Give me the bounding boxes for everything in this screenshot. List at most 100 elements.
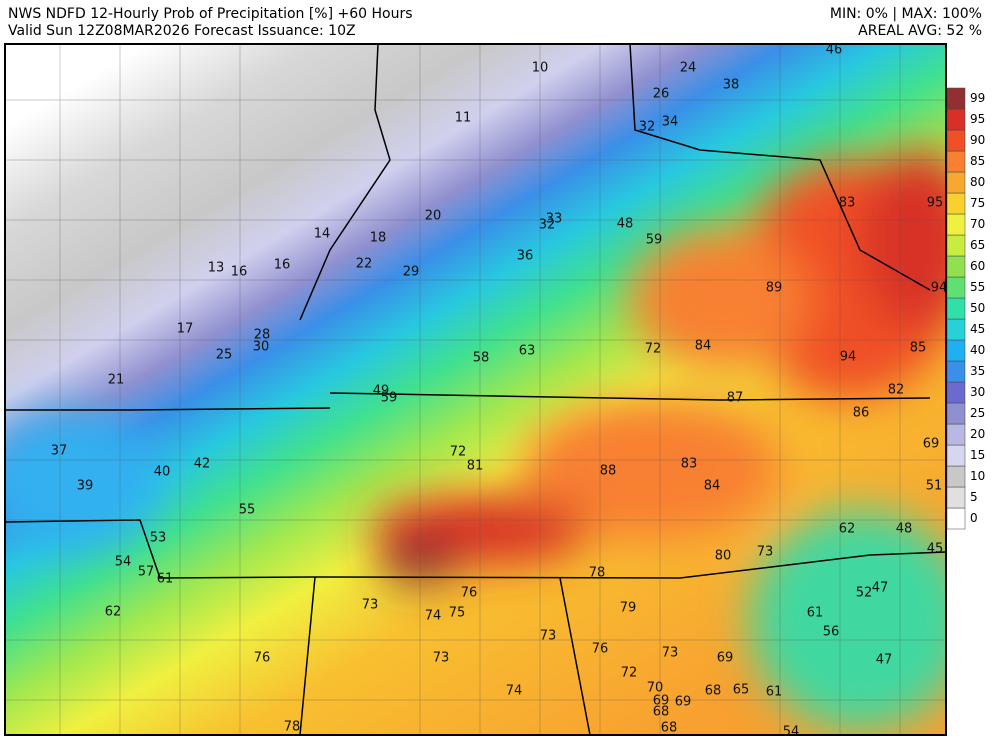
point-value: 30 [253, 340, 270, 355]
point-value: 32 [639, 120, 656, 135]
colorbar-swatch [946, 444, 966, 467]
point-value: 48 [617, 217, 634, 232]
point-value: 78 [589, 566, 606, 581]
colorbar-label: 25 [970, 406, 985, 420]
point-value: 34 [662, 115, 679, 130]
point-value: 69 [923, 437, 940, 452]
point-value: 68 [661, 721, 678, 736]
point-value: 82 [888, 383, 905, 398]
colorbar-label: 75 [970, 196, 985, 210]
colorbar-swatch [946, 360, 966, 383]
point-value: 37 [51, 444, 68, 459]
point-value: 33 [546, 212, 563, 227]
point-value: 51 [926, 479, 943, 494]
colorbar-label: 35 [970, 364, 985, 378]
point-value: 73 [362, 598, 379, 613]
point-value: 17 [177, 322, 194, 337]
point-value: 18 [370, 231, 387, 246]
colorbar-swatch [946, 297, 966, 320]
point-value: 46 [826, 43, 843, 58]
colorbar-label: 20 [970, 427, 985, 441]
colorbar-swatch [946, 108, 966, 131]
colorbar-swatch [946, 276, 966, 299]
colorbar-label: 80 [970, 175, 985, 189]
point-value: 47 [872, 581, 889, 596]
point-value: 54 [115, 555, 132, 570]
point-value: 52 [856, 586, 873, 601]
point-value: 84 [695, 339, 712, 354]
point-value: 13 [208, 261, 225, 276]
point-value: 88 [600, 464, 617, 479]
point-value: 16 [231, 265, 248, 280]
point-value: 49 [373, 384, 390, 399]
point-value: 22 [356, 257, 373, 272]
point-value: 61 [157, 572, 174, 587]
colorbar-swatch [946, 255, 966, 278]
point-value: 81 [467, 459, 484, 474]
point-value: 42 [194, 457, 211, 472]
point-value: 72 [645, 342, 662, 357]
point-value: 56 [823, 625, 840, 640]
point-value: 69 [717, 651, 734, 666]
point-value: 26 [653, 87, 670, 102]
point-value: 80 [715, 549, 732, 564]
point-value: 11 [455, 111, 472, 126]
point-value: 53 [150, 531, 167, 546]
colorbar-label: 55 [970, 280, 985, 294]
areal-avg: AREAL AVG: 52 % [858, 23, 982, 39]
point-value: 87 [727, 391, 744, 406]
point-value: 16 [274, 258, 291, 273]
colorbar-label: 5 [970, 490, 978, 504]
colorbar-swatch [946, 465, 966, 488]
minmax: MIN: 0% | MAX: 100% [830, 6, 982, 22]
point-value: 61 [766, 685, 783, 700]
colorbar-swatch [946, 423, 966, 446]
point-value: 25 [216, 348, 233, 363]
point-value: 32 [539, 218, 556, 233]
colorbar-label: 85 [970, 154, 985, 168]
point-value: 62 [105, 605, 122, 620]
point-value: 83 [681, 457, 698, 472]
colorbar-label: 95 [970, 112, 985, 126]
point-value: 76 [461, 586, 478, 601]
colorbar-label: 40 [970, 343, 985, 357]
point-value: 45 [927, 542, 944, 557]
colorbar-swatch [946, 150, 966, 173]
point-value: 14 [314, 227, 331, 242]
colorbar-swatch [946, 318, 966, 341]
colorbar-swatch [946, 87, 966, 110]
point-value: 73 [433, 651, 450, 666]
colorbar: 0 5 10 15 20 25 30 35 40 45 50 55 60 65 70 75 80 85 90 95 99 [946, 87, 985, 530]
point-value: 79 [620, 601, 637, 616]
colorbar-swatch [946, 171, 966, 194]
point-value: 62 [839, 522, 856, 537]
point-value: 40 [154, 465, 171, 480]
point-value: 39 [77, 479, 94, 494]
point-value: 86 [853, 406, 870, 421]
point-value: 59 [381, 391, 398, 406]
point-value: 72 [621, 666, 638, 681]
colorbar-label: 90 [970, 133, 985, 147]
colorbar-swatch [946, 234, 966, 257]
colorbar-swatch [946, 507, 966, 530]
point-value: 65 [733, 683, 750, 698]
point-value: 20 [425, 209, 442, 224]
point-value: 28 [254, 328, 271, 343]
colorbar-label: 50 [970, 301, 985, 315]
point-value: 74 [506, 684, 523, 699]
point-value: 89 [766, 281, 783, 296]
colorbar-label: 45 [970, 322, 985, 336]
point-value: 57 [138, 565, 155, 580]
colorbar-swatch [946, 486, 966, 509]
point-value: 61 [807, 606, 824, 621]
point-value: 74 [425, 609, 442, 624]
point-value: 85 [910, 341, 927, 356]
point-value: 75 [449, 606, 466, 621]
point-value: 29 [403, 265, 420, 280]
point-value: 94 [931, 281, 948, 296]
colorbar-label: 15 [970, 448, 985, 462]
colorbar-label: 10 [970, 469, 985, 483]
point-value: 76 [254, 651, 271, 666]
